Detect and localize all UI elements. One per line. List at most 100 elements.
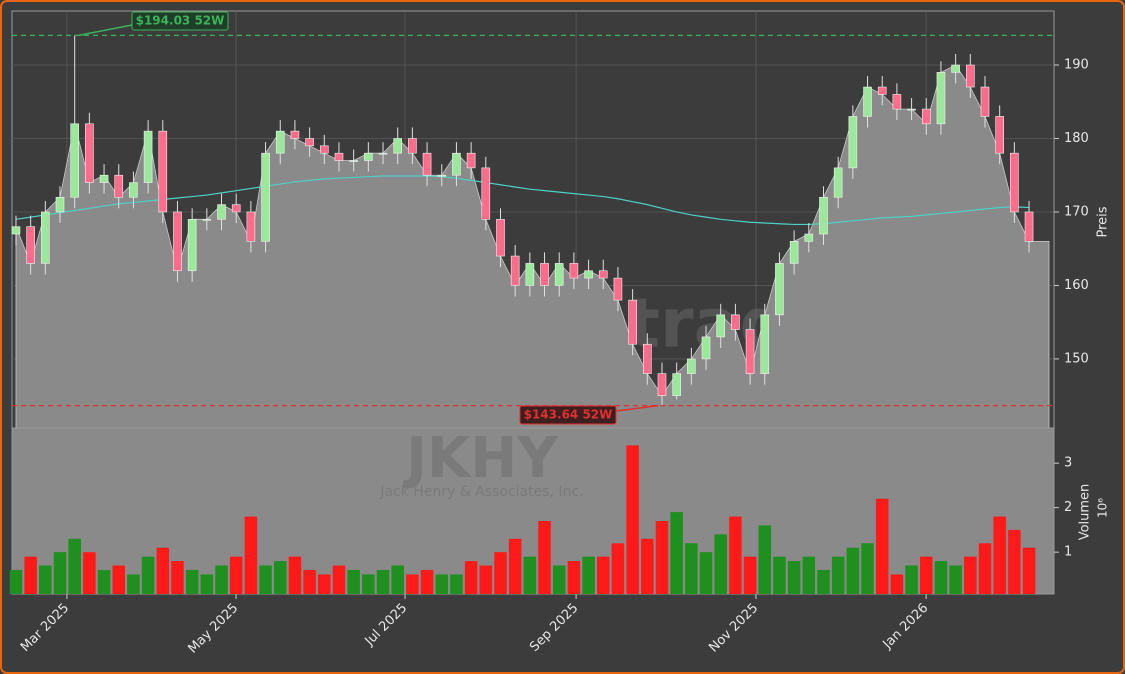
- volume-bar: [817, 569, 830, 594]
- candle-body: [936, 72, 946, 125]
- volume-bar: [479, 565, 493, 594]
- volume-bar: [200, 574, 214, 594]
- volume-bar: [964, 556, 977, 594]
- volume-bar: [655, 521, 669, 594]
- volume-bar: [743, 556, 757, 594]
- volume-bar: [68, 538, 81, 594]
- annotation-arrow: [78, 24, 133, 37]
- y-tick-label: 160: [1064, 278, 1089, 293]
- candle-body: [510, 255, 520, 286]
- candle-body: [819, 196, 828, 235]
- annotation-box: [131, 11, 229, 31]
- candle-body: [569, 263, 579, 279]
- volume-bar: [552, 565, 566, 594]
- candle-body: [114, 174, 124, 198]
- y-axis-label: Preis: [1096, 206, 1111, 237]
- volume-bar: [714, 534, 727, 594]
- y-tick-label: 180: [1064, 131, 1089, 146]
- candle-body: [393, 138, 403, 154]
- volume-bar: [508, 538, 522, 594]
- volume-bar: [83, 552, 96, 594]
- y-tick-label: 170: [1064, 204, 1089, 219]
- candle-body: [305, 138, 314, 147]
- candle-body: [349, 160, 358, 162]
- volume-bar: [185, 569, 199, 594]
- volume-bar: [611, 543, 625, 594]
- volume-bar: [685, 543, 698, 594]
- candle-body: [187, 219, 197, 272]
- volume-bar: [332, 565, 346, 594]
- volume-bar: [112, 565, 125, 594]
- volume-bar: [53, 552, 67, 594]
- candle-body: [55, 196, 65, 213]
- y2-tick-label: 3: [1064, 456, 1072, 471]
- volume-bar: [641, 538, 654, 594]
- volume-bar: [318, 574, 331, 594]
- volume-bar: [229, 556, 243, 594]
- candle-body: [496, 219, 505, 257]
- volume-bar: [347, 569, 360, 594]
- candle-body: [775, 263, 784, 316]
- candle-body: [540, 263, 549, 286]
- volume-bar: [259, 565, 272, 594]
- candle-body: [173, 211, 182, 272]
- volume-bar: [582, 556, 595, 594]
- volume-bar: [729, 516, 742, 594]
- volume-bar: [875, 498, 889, 594]
- candle-body: [466, 152, 476, 169]
- candle-body: [628, 299, 637, 345]
- volume-bar: [773, 556, 786, 594]
- volume-bar: [567, 561, 581, 594]
- y2-axis-label: Volumen: [1078, 484, 1093, 541]
- candle-body: [422, 152, 432, 176]
- candle-body: [85, 123, 94, 183]
- candle-body: [554, 263, 564, 286]
- candle-body: [833, 167, 843, 198]
- y-tick-label: 190: [1064, 58, 1089, 73]
- volume-bar: [406, 574, 419, 594]
- candle-body: [364, 152, 373, 161]
- volume-bar: [156, 547, 170, 594]
- candle-body: [525, 263, 535, 286]
- candle-body: [231, 204, 241, 213]
- volume-bar: [699, 552, 713, 594]
- candle-body: [99, 174, 109, 183]
- volume-bar: [494, 552, 507, 594]
- candle-body: [584, 270, 593, 279]
- volume-bar: [670, 512, 683, 594]
- candle-body: [1024, 211, 1034, 242]
- volume-bar: [993, 516, 1006, 594]
- annotation-arrow: [615, 404, 659, 412]
- volume-bar: [890, 574, 904, 594]
- candle-body: [877, 86, 887, 95]
- candle-body: [760, 314, 770, 374]
- annotation-label: $194.03 52W: [136, 14, 225, 28]
- candle-body: [643, 343, 652, 374]
- candle-body: [319, 145, 329, 154]
- candle-body: [129, 182, 138, 198]
- y2-offset-label: 10⁶: [1096, 498, 1110, 518]
- candle-body: [11, 226, 21, 235]
- volume-bar: [127, 574, 140, 594]
- volume-bar: [597, 556, 610, 594]
- volume-bar: [420, 569, 434, 594]
- candle-body: [261, 152, 270, 242]
- volume-bar: [244, 516, 258, 594]
- candle-body: [848, 116, 858, 169]
- volume-bar: [376, 569, 390, 594]
- candle-body: [598, 270, 608, 279]
- volume-bar: [97, 569, 111, 594]
- volume-bar: [24, 556, 37, 594]
- sma-line: [15, 175, 1030, 226]
- candle-body: [408, 138, 417, 154]
- candle-body: [804, 233, 814, 242]
- candle-body: [158, 130, 168, 213]
- candle-body: [452, 152, 461, 176]
- candle-body: [1010, 152, 1019, 213]
- volume-bar: [538, 521, 551, 594]
- candle-body: [907, 108, 916, 111]
- company-watermark: Jack Henry & Associates, Inc.: [379, 484, 583, 500]
- volume-bar: [435, 574, 448, 594]
- volume-bar: [831, 556, 845, 594]
